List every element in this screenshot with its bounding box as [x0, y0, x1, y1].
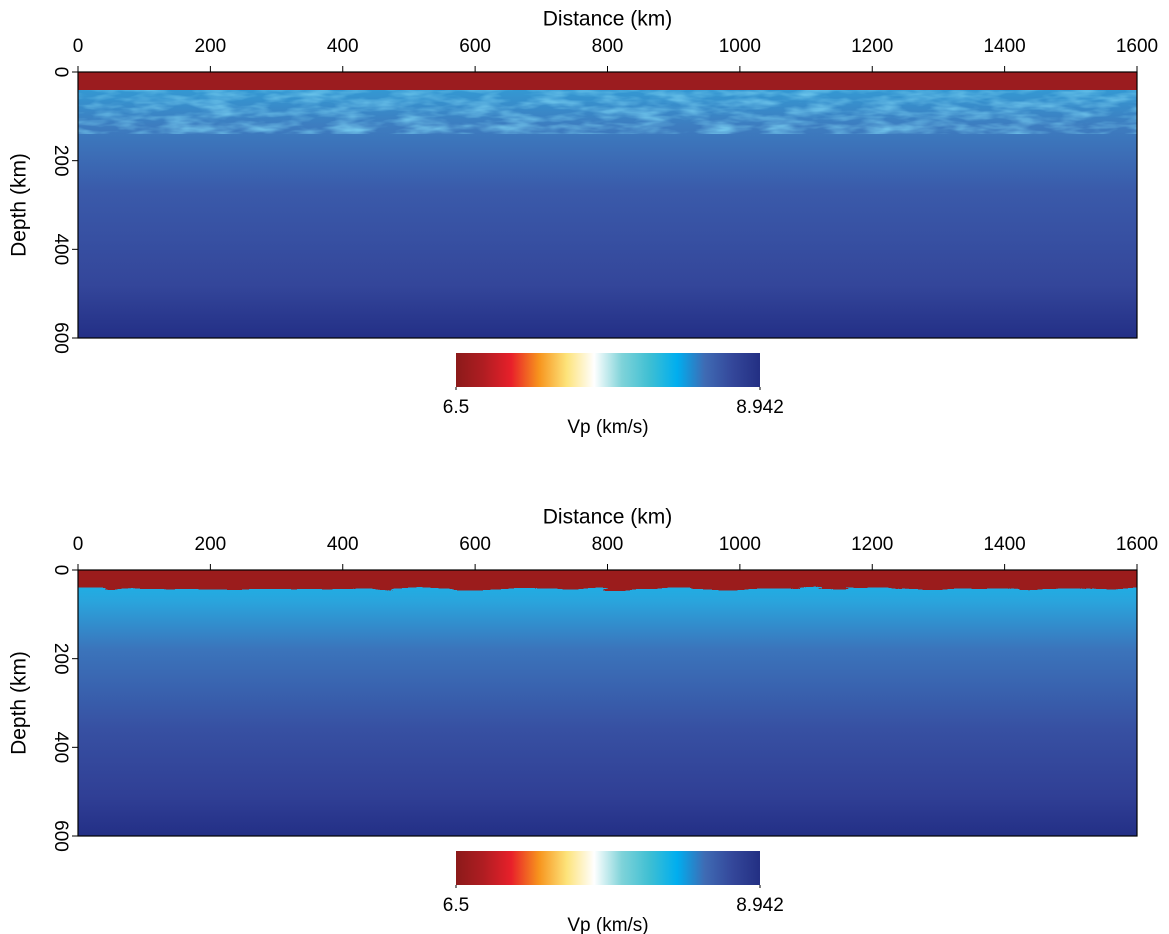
heterogeneity	[78, 90, 1137, 134]
colorbar-tick-label: 6.5	[443, 895, 469, 916]
x-axis-label: Distance (km)	[543, 8, 673, 31]
y-tick-label: 600	[50, 820, 71, 852]
x-tick-label: 600	[459, 36, 491, 57]
colorbar	[456, 851, 760, 885]
x-tick-label: 1400	[983, 36, 1025, 57]
x-tick-label: 1600	[1116, 36, 1158, 57]
y-tick-label: 200	[50, 145, 71, 177]
colorbar-tick-label: 8.942	[736, 397, 784, 418]
x-tick-label: 400	[327, 36, 359, 57]
colorbar-label: Vp (km/s)	[567, 417, 648, 438]
crust	[78, 72, 1137, 90]
x-tick-label: 600	[459, 534, 491, 555]
y-tick-label: 400	[50, 731, 71, 763]
y-tick-label: 400	[50, 233, 71, 265]
velocity-image	[78, 72, 1137, 338]
panel: Distance (km) 0 200 400 600 800 1000 1200 1400 16…	[8, 506, 1159, 934]
y-tick-label: 0	[50, 67, 71, 78]
x-tick-label: 200	[195, 534, 227, 555]
y-tick-label: 600	[50, 322, 71, 354]
x-tick-label: 800	[592, 534, 624, 555]
colorbar	[456, 353, 760, 387]
panel: Distance (km) 0 200 400 600 800 1000 1200 1400 16…	[8, 8, 1159, 438]
colorbar-tick-label: 8.942	[736, 895, 784, 916]
y-axis-label: Depth (km)	[8, 651, 31, 755]
x-tick-label: 0	[73, 36, 84, 57]
x-tick-label: 1200	[851, 534, 893, 555]
x-tick-label: 800	[592, 36, 624, 57]
x-tick-label: 1000	[719, 36, 761, 57]
colorbar-tick-label: 6.5	[443, 397, 469, 418]
x-tick-label: 1400	[983, 534, 1025, 555]
y-tick-label: 0	[50, 565, 71, 576]
colorbar-label: Vp (km/s)	[567, 915, 648, 934]
x-tick-label: 1000	[719, 534, 761, 555]
x-tick-label: 200	[195, 36, 227, 57]
x-tick-label: 0	[73, 534, 84, 555]
x-axis-label: Distance (km)	[543, 506, 673, 529]
y-axis-label: Depth (km)	[8, 153, 31, 257]
x-tick-label: 1200	[851, 36, 893, 57]
x-tick-label: 1600	[1116, 534, 1158, 555]
x-tick-label: 400	[327, 534, 359, 555]
crust	[78, 570, 1137, 589]
velocity-image	[78, 570, 1137, 836]
y-tick-label: 200	[50, 643, 71, 675]
mantle	[78, 570, 1137, 836]
